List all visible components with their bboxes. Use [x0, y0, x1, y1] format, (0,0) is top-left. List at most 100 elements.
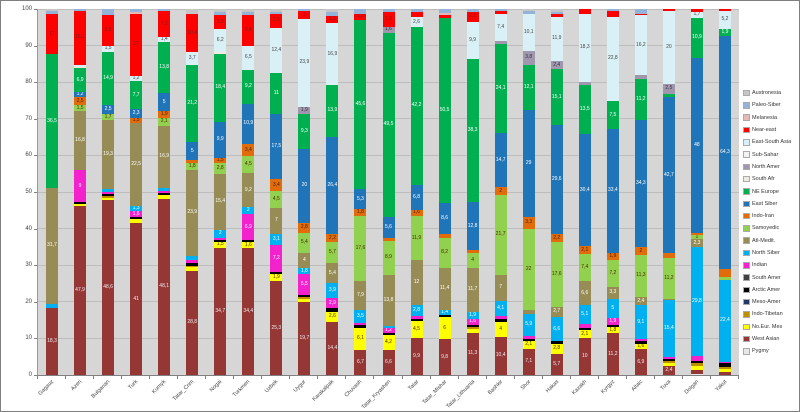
bar-segment-arctic-amer — [718, 363, 731, 368]
segment-data-label: 3,9 — [216, 18, 224, 25]
bar-segment-arctic-amer — [606, 324, 619, 327]
bar-segment-indian — [494, 315, 507, 320]
bar-segment-atl-medit-: 16,9 — [158, 125, 171, 188]
bar-segment-indo-tibetan — [466, 326, 479, 330]
y-tick-label: 90 — [25, 42, 32, 49]
segment-data-label: 5 — [611, 304, 615, 311]
bar-segment-ne-europe: 1,9 — [718, 29, 731, 37]
bar-Karakalpak: 14,4 2,6 2,9 3,9 5,4 5,7 2,2 26,4 13,9 16,9 1,9 — [326, 9, 339, 375]
segment-data-label: 11,7 — [467, 286, 478, 293]
legend-item-ne-europe: NE Europe — [743, 185, 799, 197]
x-tick-mark — [569, 376, 571, 379]
bar-segment-north-amer: 1,9 — [298, 107, 311, 115]
bar-segment-paleo-siber — [130, 9, 143, 13]
bar-segment-indian — [158, 190, 171, 194]
bar-segment-samoyedic: 8,2 — [438, 237, 451, 268]
segment-data-label: 1,9 — [160, 111, 168, 118]
bar-segment-samoyedic: 21,7 — [494, 194, 507, 275]
legend-label: Indian — [752, 262, 767, 269]
bar-segment-north-amer: 1,6 — [382, 27, 395, 33]
y-tick-mark — [34, 375, 37, 376]
segment-data-label: 11,3 — [467, 350, 478, 357]
bar-segment-samoyedic: 11,3 — [634, 254, 647, 297]
segment-data-label: 15,1 — [75, 34, 85, 41]
bar-segment-austronesia — [326, 9, 339, 13]
bar-segment-samoyedic: 1,8 — [186, 163, 199, 170]
bar-segment-near-east — [550, 14, 563, 17]
bar-segment-no-eur-mes — [102, 197, 115, 201]
bar-segment-north-siber: 15,4 — [662, 300, 675, 357]
segment-data-label: 6,7 — [356, 359, 364, 366]
legend-item-pygmy: Pygmy — [743, 345, 799, 357]
bar-segment-east-siber: 5 — [158, 92, 171, 112]
segment-data-label: 1,4 — [441, 308, 449, 315]
bar-segment-atl-medit-: 22,5 — [130, 123, 143, 207]
bar-segment-east-siber: 20 — [298, 148, 311, 223]
bar-segment-indian — [186, 259, 199, 264]
bar-segment-west-asian: 18,3 — [46, 308, 59, 375]
bar-Tatar_Lithuania: 11,3 1,6 1,9 11,7 4 12,8 38,3 9,9 2,8 — [466, 9, 479, 375]
bar-Tuva: 2,4 15,4 11,2 42,7 2,5 20 — [662, 9, 675, 375]
legend-swatch — [743, 274, 750, 281]
segment-data-label: 10,4 — [187, 29, 198, 36]
segment-data-label: 34,4 — [243, 308, 254, 315]
bar-segment-indo-iran — [662, 253, 675, 258]
bar-segment-ne-europe: 18,4 — [214, 53, 227, 122]
bar-segment-east-south-asia: 11,9 — [550, 16, 563, 61]
bar-Uzbek: 25,3 1,9 7,2 3,1 7 4,5 3,4 17,5 11 12,4 3,6 — [270, 9, 283, 375]
bar-segment-no-eur-mes — [186, 267, 199, 271]
bar-segment-east-south-asia: 20 — [662, 11, 675, 85]
segment-data-label: 41 — [133, 295, 139, 302]
segment-data-label: 8,4 — [244, 26, 252, 33]
segment-data-label: 11,3 — [636, 272, 646, 279]
segment-data-label: 5,4 — [328, 269, 336, 276]
segment-data-label: 1 — [695, 233, 699, 240]
segment-data-label: 28,8 — [187, 319, 198, 326]
segment-data-label: 3,4 — [244, 146, 252, 153]
segment-data-label: 1,2 — [385, 326, 392, 333]
segment-data-label: 1,6 — [637, 343, 645, 350]
segment-data-label: 1,7 — [693, 11, 701, 18]
y-tick-label: 0 — [28, 372, 32, 378]
bar-segment-east-south-asia: 22,8 — [606, 16, 619, 102]
bar-segment-west-asian: 6,7 — [354, 350, 367, 375]
bar-segment-ne-europe: 12,1 — [522, 64, 535, 110]
segment-data-label: 30,4 — [579, 186, 590, 193]
bar-segment-near-east: 8,4 — [242, 14, 255, 46]
bar-segment-east-siber: 29 — [522, 109, 535, 217]
segment-data-label: 7,7 — [132, 91, 140, 98]
bar-segment-north-amer — [578, 81, 591, 85]
segment-data-label: 2,2 — [328, 234, 336, 241]
bar-segment-near-east: 1,8 — [354, 13, 367, 21]
segment-data-label: 7 — [499, 284, 503, 291]
bar-Tatar_Mishar: 9,8 6 1,4 11,4 8,2 8,6 50,5 — [438, 9, 451, 375]
segment-data-label: 4,5 — [413, 326, 420, 333]
bar-segment-near-east: 15,1 — [74, 11, 87, 65]
bar-segment-north-siber — [46, 303, 59, 309]
x-tick-mark — [373, 376, 375, 379]
segment-data-label: 11 — [273, 90, 279, 97]
bar-segment-indian — [634, 339, 647, 341]
bar-segment-indian: 1,6 — [130, 211, 143, 218]
x-tick-mark — [429, 376, 431, 379]
x-tick-mark — [653, 376, 655, 379]
y-tick-mark — [34, 45, 37, 47]
bar-segment-ne-europe: 24,1 — [494, 44, 507, 134]
bar-segment-east-siber: 33,4 — [606, 128, 619, 253]
legend-item-samoyedic: Samoyedic — [743, 222, 799, 234]
bar-segment-samoyedic: 11,2 — [662, 257, 675, 299]
bar-segment-east-south-asia: 10,1 — [522, 13, 535, 51]
bar-segment-no-eur-mes — [466, 329, 479, 333]
segment-data-label: 7,4 — [581, 264, 589, 271]
segment-data-label: 15,1 — [551, 93, 562, 100]
legend-label: East-South Asia — [752, 139, 792, 146]
legend-swatch — [743, 114, 750, 121]
bar-segment-samoyedic: 4 — [466, 252, 479, 268]
bar-segment-samoyedic: 22 — [522, 229, 535, 311]
segment-data-label: 13,9 — [327, 107, 338, 114]
legend-label: East Siber — [752, 200, 778, 207]
segment-data-label: 2,1 — [581, 246, 589, 253]
segment-data-label: 7,9 — [356, 292, 364, 298]
segment-data-label: 6,1 — [356, 335, 364, 342]
segment-data-label: 11,2 — [636, 96, 646, 103]
